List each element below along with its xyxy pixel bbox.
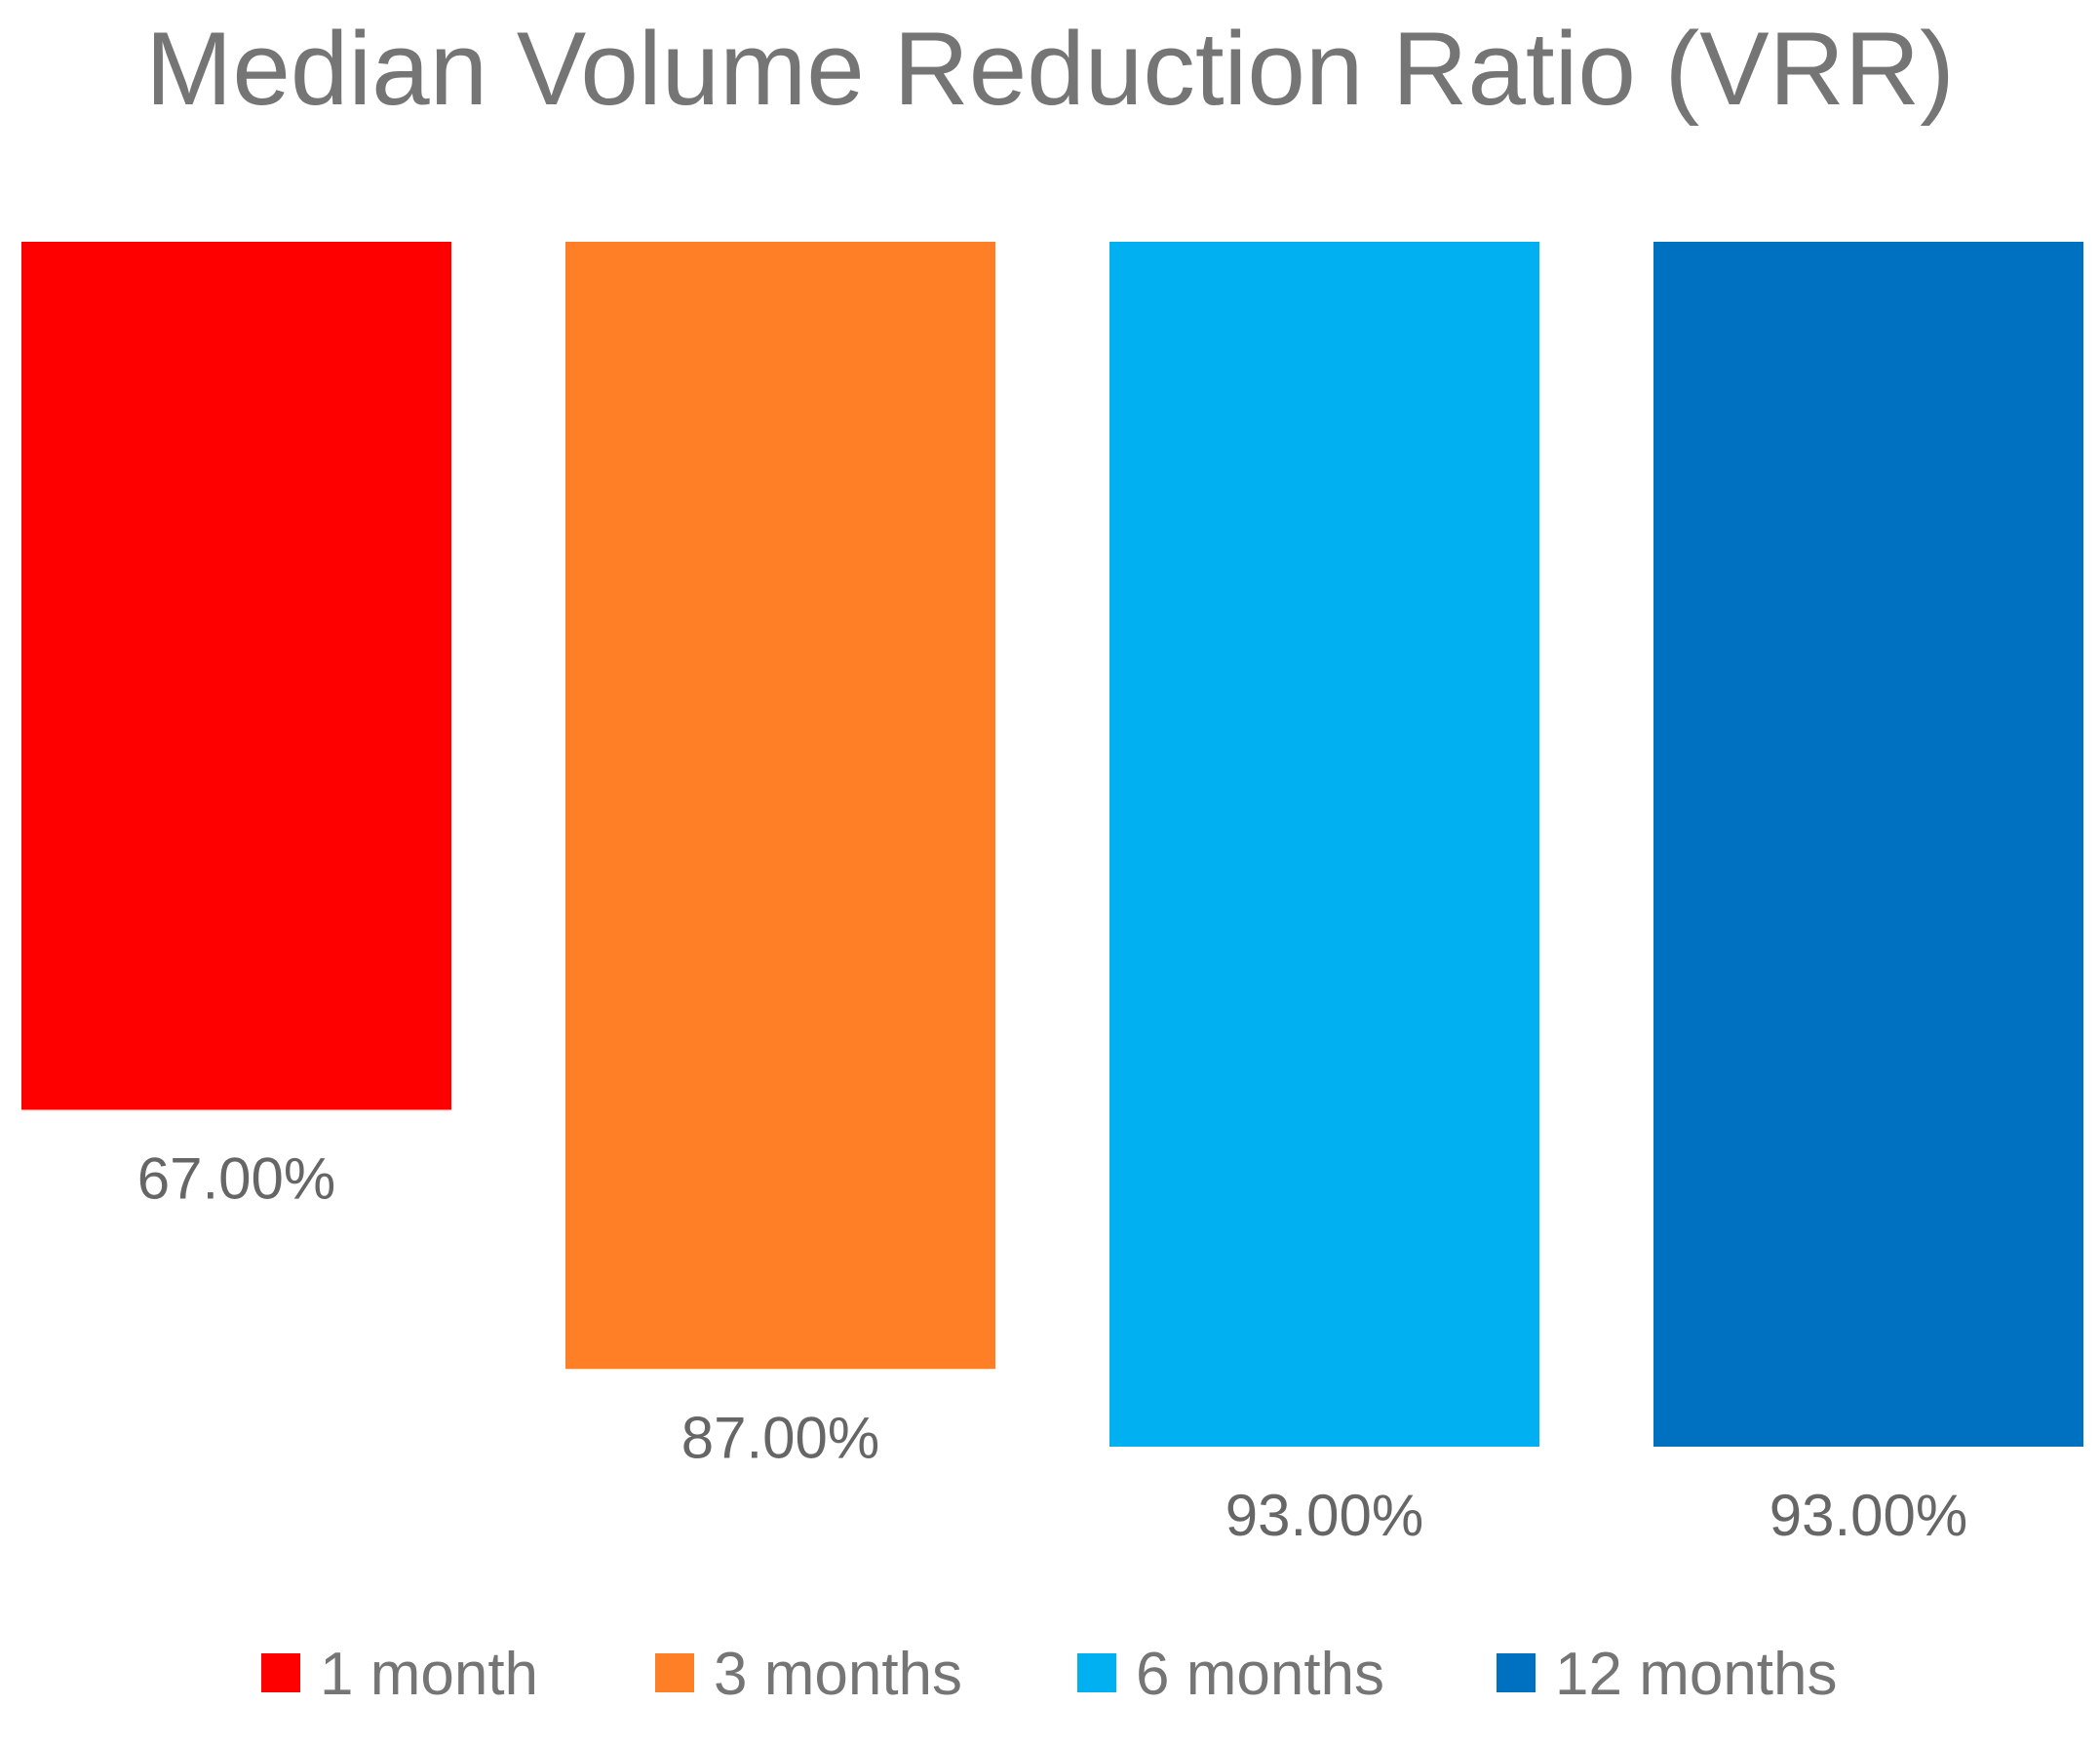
legend-item-3-months: 3 months: [655, 1641, 962, 1708]
data-label-12-months: 93.00%: [1769, 1483, 1968, 1548]
legend-item-1-month: 1 month: [261, 1641, 538, 1708]
chart-title: Median Volume Reduction Ratio (VRR): [145, 10, 1955, 127]
bars-layer: [21, 242, 2083, 1447]
legend-label: 1 month: [320, 1641, 538, 1708]
data-label-3-months: 87.00%: [681, 1405, 880, 1470]
legend-label: 6 months: [1136, 1641, 1384, 1708]
legend: 1 month 3 months 6 months 12 months: [261, 1641, 1838, 1708]
data-label-1-month: 67.00%: [137, 1145, 336, 1211]
legend-swatch: [655, 1653, 694, 1692]
data-label-6-months: 93.00%: [1225, 1483, 1424, 1548]
legend-label: 12 months: [1555, 1641, 1838, 1708]
legend-label: 3 months: [714, 1641, 962, 1708]
legend-swatch: [1497, 1653, 1536, 1692]
legend-item-12-months: 12 months: [1497, 1641, 1838, 1708]
bar-6-months: [1109, 242, 1539, 1447]
legend-swatch: [1077, 1653, 1116, 1692]
data-labels-layer: 67.00% 87.00% 93.00% 93.00%: [137, 1145, 1968, 1548]
bar-3-months: [565, 242, 995, 1370]
bar-12-months: [1653, 242, 2083, 1447]
bar-1-month: [21, 242, 451, 1110]
legend-item-6-months: 6 months: [1077, 1641, 1384, 1708]
legend-swatch: [261, 1653, 300, 1692]
